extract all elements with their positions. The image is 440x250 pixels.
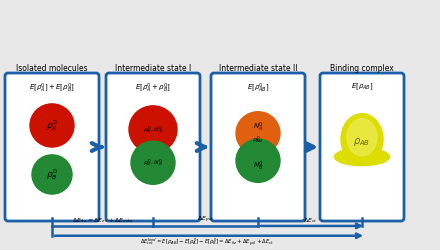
Text: $N_B^0$: $N_B^0$ [253,160,263,173]
Text: $\rho_{AB}$: $\rho_{AB}$ [353,136,370,148]
FancyBboxPatch shape [5,73,99,221]
Text: $E[\rho_A^0+\rho_B^0]$: $E[\rho_A^0+\rho_B^0]$ [135,82,171,95]
Text: $E[\rho_{AB}^0]$: $E[\rho_{AB}^0]$ [247,82,269,95]
FancyBboxPatch shape [211,73,305,221]
Circle shape [129,106,177,153]
Circle shape [236,139,280,182]
Text: Isolated molecules: Isolated molecules [16,64,88,73]
Text: $\Delta E_{ct}$: $\Delta E_{ct}$ [303,216,317,225]
Circle shape [236,112,280,155]
FancyBboxPatch shape [106,73,200,221]
Text: $E[\rho_A^0]+E[\rho_B^0]$: $E[\rho_A^0]+E[\rho_B^0]$ [29,82,75,95]
Text: $\rho_A^0$: $\rho_A^0$ [46,118,58,133]
Text: $\Delta E_{tot}^{bind} = E[\rho_{AB}] - E[\rho_A^0] - E[\rho_B^0] = \Delta E_{fr: $\Delta E_{tot}^{bind} = E[\rho_{AB}] - … [140,237,274,248]
Text: $\rho_B^0, N_B^0$: $\rho_B^0, N_B^0$ [143,157,163,168]
Text: $\rho_B^0$: $\rho_B^0$ [46,167,58,182]
Ellipse shape [347,118,377,156]
Circle shape [30,104,74,147]
Text: $N_A^0$: $N_A^0$ [253,121,263,134]
Text: $E[\rho_{AB}]$: $E[\rho_{AB}]$ [351,82,374,92]
Text: $\Delta E_{pol}$: $\Delta E_{pol}$ [197,215,214,225]
Text: $\rho_{AB}^0$: $\rho_{AB}^0$ [252,134,264,144]
Text: $\rho_A^0, N_A^0$: $\rho_A^0, N_A^0$ [143,124,163,135]
Text: Intermediate state II: Intermediate state II [219,64,297,73]
Ellipse shape [334,148,389,166]
FancyBboxPatch shape [320,73,404,221]
Ellipse shape [341,114,383,165]
Circle shape [131,141,175,184]
Text: $\Delta E_{frz} = \Delta E_{es} + \Delta E_{vdw}$: $\Delta E_{frz} = \Delta E_{es} + \Delta… [72,216,133,225]
Text: Binding complex: Binding complex [330,64,394,73]
Text: Intermediate state I: Intermediate state I [115,64,191,73]
Circle shape [32,155,72,194]
